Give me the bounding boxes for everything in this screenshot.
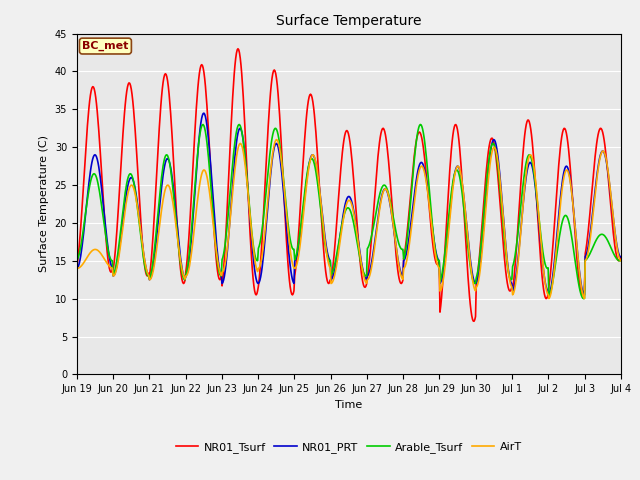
NR01_PRT	[73, 265, 81, 271]
NR01_Tsurf	[617, 254, 625, 260]
Arable_Tsurf	[431, 248, 439, 253]
Arable_Tsurf	[194, 148, 202, 154]
Title: Surface Temperature: Surface Temperature	[276, 14, 422, 28]
Arable_Tsurf	[73, 257, 81, 263]
AirT	[194, 194, 202, 200]
NR01_PRT	[139, 243, 147, 249]
NR01_Tsurf	[431, 258, 439, 264]
Line: AirT: AirT	[77, 140, 621, 299]
Arable_Tsurf	[617, 258, 625, 264]
NR01_PRT	[200, 110, 208, 116]
NR01_PRT	[580, 292, 588, 298]
Legend: NR01_Tsurf, NR01_PRT, Arable_Tsurf, AirT: NR01_Tsurf, NR01_PRT, Arable_Tsurf, AirT	[171, 438, 527, 458]
AirT	[273, 137, 280, 143]
NR01_PRT	[617, 254, 625, 260]
AirT	[431, 252, 439, 258]
Line: NR01_Tsurf: NR01_Tsurf	[77, 49, 621, 321]
Arable_Tsurf	[580, 296, 588, 301]
NR01_PRT	[416, 162, 424, 168]
AirT	[139, 243, 147, 249]
AirT	[73, 265, 81, 271]
Arable_Tsurf	[83, 202, 90, 208]
Text: BC_met: BC_met	[82, 41, 129, 51]
NR01_Tsurf	[139, 243, 147, 249]
NR01_Tsurf	[73, 264, 81, 269]
Arable_Tsurf	[415, 124, 422, 130]
X-axis label: Time: Time	[335, 400, 362, 409]
AirT	[223, 251, 230, 257]
AirT	[416, 167, 424, 172]
NR01_PRT	[83, 201, 90, 207]
NR01_PRT	[194, 149, 202, 155]
NR01_PRT	[431, 246, 439, 252]
Line: Arable_Tsurf: Arable_Tsurf	[77, 124, 621, 299]
AirT	[580, 296, 588, 301]
NR01_Tsurf	[416, 129, 424, 135]
NR01_Tsurf	[223, 217, 230, 223]
AirT	[83, 255, 90, 261]
Arable_Tsurf	[139, 249, 147, 255]
NR01_Tsurf	[470, 318, 478, 324]
Y-axis label: Surface Temperature (C): Surface Temperature (C)	[39, 135, 49, 273]
Line: NR01_PRT: NR01_PRT	[77, 113, 621, 295]
NR01_PRT	[223, 248, 231, 254]
NR01_Tsurf	[194, 85, 202, 91]
NR01_Tsurf	[83, 133, 90, 139]
Arable_Tsurf	[417, 121, 424, 127]
NR01_Tsurf	[234, 46, 242, 52]
AirT	[617, 258, 625, 264]
Arable_Tsurf	[223, 228, 230, 234]
